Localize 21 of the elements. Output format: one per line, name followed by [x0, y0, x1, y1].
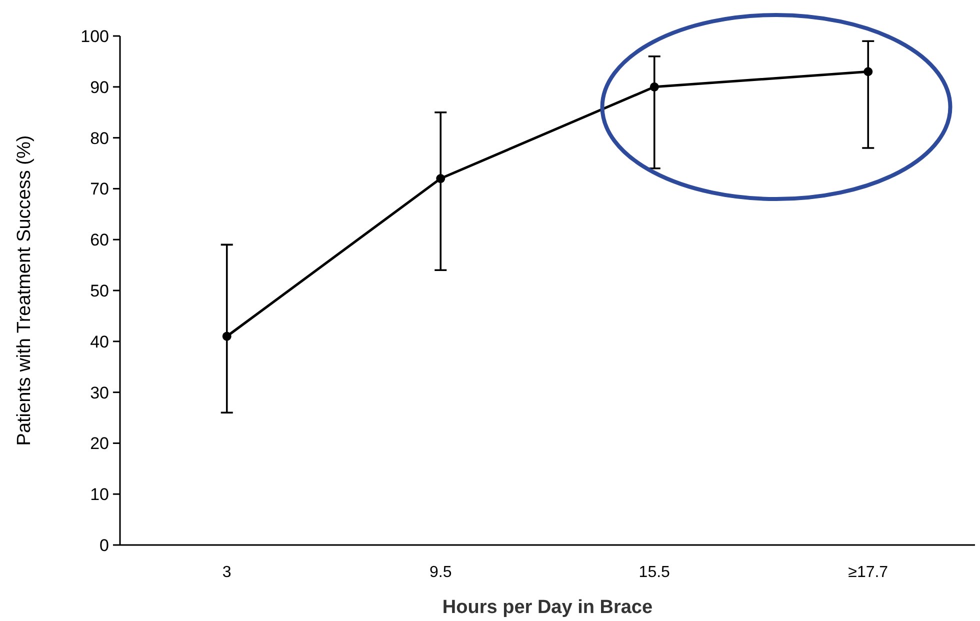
y-tick-label: 0	[100, 536, 109, 555]
y-tick-label: 10	[90, 485, 109, 504]
x-axis-title: Hours per Day in Brace	[442, 597, 653, 618]
point	[436, 174, 446, 184]
x-tick-label: ≥17.7	[848, 564, 888, 581]
y-tick-label: 70	[90, 180, 109, 199]
y-tick-label: 40	[90, 332, 109, 352]
y-tick-label: 80	[90, 128, 109, 148]
point	[222, 332, 232, 341]
y-tick-label: 50	[90, 281, 109, 300]
y-axis-title: Patients with Treatment Success (%)	[14, 135, 35, 446]
y-tick-label: 20	[90, 434, 109, 454]
x-tick-label: 3	[222, 564, 232, 581]
x-tick-label: 15.5	[638, 564, 670, 581]
y-tick-label: 90	[90, 78, 109, 97]
y-tick-label: 60	[90, 230, 109, 250]
point	[864, 67, 873, 76]
y-tick-label: 30	[90, 383, 109, 402]
y-tick-label: 100	[80, 26, 109, 46]
x-tick-label: 9.5	[430, 564, 452, 581]
point	[650, 82, 659, 92]
